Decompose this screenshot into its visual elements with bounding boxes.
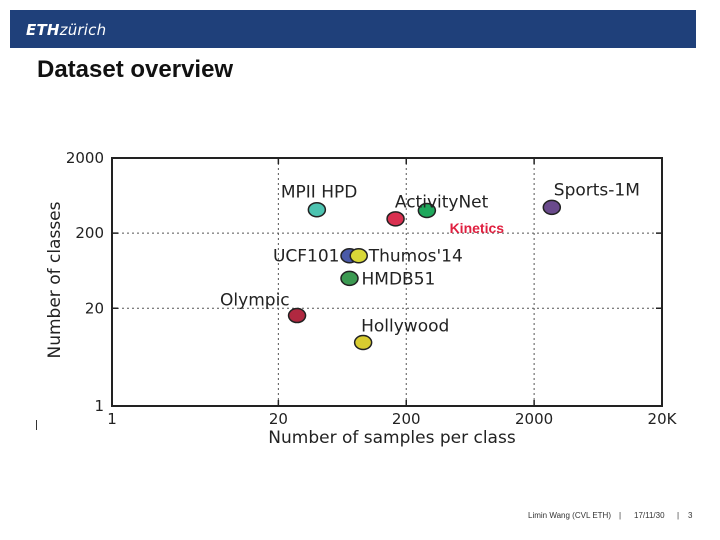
point-sports-1m [542,199,562,216]
point-mpii-hpd [307,201,327,218]
point-olympic [287,307,307,324]
point-label-thumos-14: Thumos'14 [368,247,463,267]
point-label-olympic: Olympic [220,291,290,311]
point-label-hollywood: Hollywood [361,317,449,337]
y-axis-label: Number of classes [45,201,65,358]
point-label-sports-1m: Sports-1M [554,180,640,200]
point-label-kinetics: Kinetics [450,220,505,236]
x-tick-label: 200 [392,410,421,428]
grid-lines [112,158,662,406]
y-tick-label: 200 [75,224,104,242]
y-tick-label: 1 [94,397,104,415]
eth-logo: ETHzürich [26,21,107,39]
footer-separator: | [677,511,680,520]
point-label-hmdb51: HMDB51 [362,269,436,289]
footer-date: 17/11/30 [634,511,665,520]
point-label-activitynet: ActivityNet [395,193,489,213]
point-thumos-14 [349,247,368,264]
axis-ticks: 1 20 200 2000 20K 1 20 200 2000 [66,149,678,428]
data-points: MPII HPD ActivityNet Kinetics Sports-1M UCF1… [220,180,640,351]
point-kinetics [386,211,405,227]
x-tick-label: 20K [648,410,678,428]
x-axis-label: Number of samples per class [268,428,516,448]
x-tick-label: 2000 [515,410,553,428]
point-hmdb51 [340,270,359,287]
slide-title: Dataset overview [37,56,234,83]
y-tick-label: 2000 [66,149,104,167]
point-label-mpii-hpd: MPII HPD [281,183,357,203]
plot-frame [111,157,663,407]
point-label-ucf101: UCF101 [273,247,340,267]
footer-author: Limin Wang (CVL ETH) [528,511,611,520]
x-tick-label: 1 [107,410,117,428]
footer-separator: | [619,511,622,520]
x-tick-label: 20 [269,410,288,428]
footer-page-number: 3 [688,511,693,520]
point-hollywood [353,334,373,351]
y-tick-label: 20 [85,299,104,317]
header-bar [10,10,696,48]
point-activitynet [417,202,437,219]
slide-marker [36,420,37,430]
